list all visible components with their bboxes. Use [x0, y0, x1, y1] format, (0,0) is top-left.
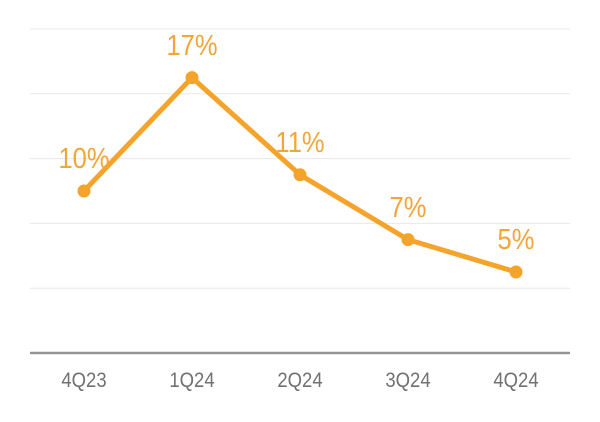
data-point: [401, 233, 415, 247]
data-point: [185, 71, 199, 85]
data-point: [293, 168, 307, 182]
data-point: [77, 184, 91, 198]
data-point: [509, 265, 523, 279]
